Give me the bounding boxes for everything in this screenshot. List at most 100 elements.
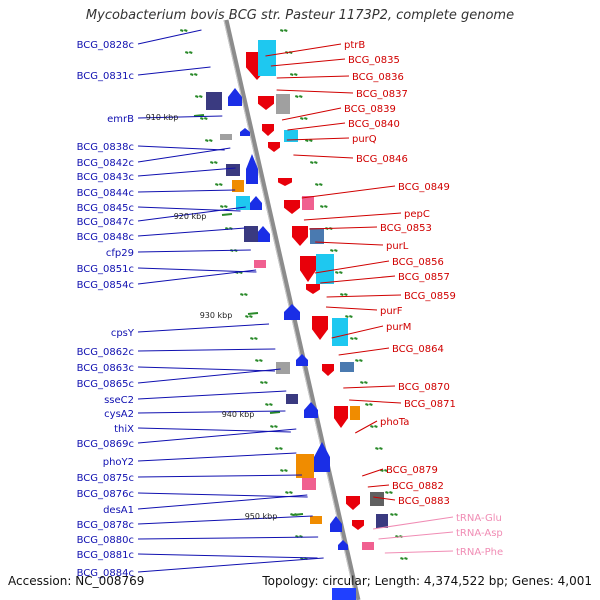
right-leader-line	[373, 516, 454, 530]
left-gene-label[interactable]: BCG_0848c	[77, 232, 134, 243]
right-gene-label[interactable]: tRNA-Glu	[456, 513, 502, 524]
left-gene-label[interactable]: sseC2	[104, 395, 134, 406]
left-gene-label[interactable]: BCG_0828c	[77, 40, 134, 51]
tick-mark	[189, 73, 194, 76]
left-gene-label[interactable]: desA1	[103, 505, 134, 516]
right-gene-label[interactable]: pepC	[404, 209, 430, 220]
left-gene-label[interactable]: emrB	[107, 114, 134, 125]
gene-arrow-reverse	[246, 154, 258, 184]
tick-mark	[270, 425, 274, 428]
right-gene-label[interactable]: tRNA-Phe	[456, 547, 503, 558]
tick-mark	[379, 447, 383, 450]
tick-mark	[274, 425, 278, 428]
right-leader-line	[315, 241, 384, 246]
left-gene-label[interactable]: BCG_0884c	[77, 568, 134, 579]
tick-mark	[384, 469, 388, 472]
gene-block-grey	[220, 134, 232, 140]
right-gene-label[interactable]: BCG_0840	[348, 119, 400, 130]
left-gene-label[interactable]: cysA2	[104, 409, 134, 420]
left-gene-label[interactable]: BCG_0863c	[77, 363, 134, 374]
gene-block-cyan	[258, 40, 276, 76]
left-gene-label[interactable]: BCG_0876c	[77, 489, 134, 500]
left-gene-label[interactable]: BCG_0845c	[77, 203, 134, 214]
left-gene-label[interactable]: BCG_0881c	[77, 550, 134, 561]
right-gene-label[interactable]: purQ	[352, 134, 377, 145]
right-gene-label[interactable]: BCG_0857	[398, 272, 450, 283]
tick-mark	[204, 139, 209, 142]
left-gene-label[interactable]: BCG_0880c	[77, 535, 134, 546]
right-gene-label[interactable]: tRNA-Asp	[456, 528, 503, 539]
left-leader-line	[137, 348, 276, 352]
left-gene-label[interactable]: BCG_0878c	[77, 520, 134, 531]
left-gene-label[interactable]: BCG_0875c	[77, 473, 134, 484]
right-leader-line	[270, 58, 346, 67]
tick-mark	[240, 293, 244, 296]
tick-mark	[289, 491, 293, 494]
left-gene-label[interactable]: BCG_0865c	[77, 379, 134, 390]
right-gene-label[interactable]: BCG_0879	[386, 465, 438, 476]
gene-arrow-reverse	[338, 540, 348, 550]
tick-mark	[255, 359, 259, 362]
tick-mark	[389, 491, 393, 494]
right-leader-line	[326, 294, 402, 298]
left-leader-line	[137, 410, 286, 414]
tick-mark	[315, 183, 319, 186]
left-gene-label[interactable]: BCG_0844c	[77, 188, 134, 199]
right-gene-label[interactable]: BCG_0853	[380, 223, 432, 234]
right-gene-label[interactable]: BCG_0835	[348, 55, 400, 66]
tick-mark	[304, 139, 309, 142]
left-gene-label[interactable]: BCG_0842c	[77, 158, 134, 169]
right-gene-label[interactable]: purF	[380, 306, 403, 317]
gene-arrow-reverse	[256, 226, 270, 242]
tick-mark	[183, 29, 188, 32]
right-leader-line	[338, 347, 390, 356]
tick-mark	[365, 403, 369, 406]
tick-mark	[369, 403, 373, 406]
left-gene-label[interactable]: BCG_0838c	[77, 142, 134, 153]
right-leader-line	[265, 43, 342, 57]
tick-mark	[285, 491, 289, 494]
tick-mark	[303, 117, 308, 120]
tick-mark	[350, 337, 354, 340]
right-gene-label[interactable]: purL	[386, 241, 409, 252]
right-gene-label[interactable]: BCG_0849	[398, 182, 450, 193]
tick-mark	[260, 381, 264, 384]
right-gene-label[interactable]: BCG_0883	[398, 496, 450, 507]
right-gene-label[interactable]: phoTa	[380, 417, 409, 428]
left-gene-label[interactable]: BCG_0843c	[77, 172, 134, 183]
right-gene-label[interactable]: BCG_0870	[398, 382, 450, 393]
left-gene-label[interactable]: thiX	[114, 424, 134, 435]
right-gene-label[interactable]: BCG_0871	[404, 399, 456, 410]
kbp-tick-label: 920 kbp	[174, 212, 207, 221]
gene-features	[206, 40, 388, 600]
right-leader-line	[281, 107, 342, 121]
right-gene-label[interactable]: purM	[386, 322, 411, 333]
left-gene-label[interactable]: BCG_0851c	[77, 264, 134, 275]
left-gene-label[interactable]: cpsY	[111, 328, 135, 339]
gene-block-grey	[276, 362, 290, 374]
right-gene-label[interactable]: BCG_0882	[392, 481, 444, 492]
left-gene-label[interactable]: BCG_0854c	[77, 280, 134, 291]
right-gene-label[interactable]: BCG_0859	[404, 291, 456, 302]
right-gene-label[interactable]: BCG_0837	[356, 89, 408, 100]
left-gene-label[interactable]: BCG_0869c	[77, 439, 134, 450]
right-leader-line	[343, 385, 396, 389]
right-gene-label[interactable]: BCG_0864	[392, 344, 444, 355]
right-gene-label[interactable]: ptrB	[344, 40, 365, 51]
gene-block-cyan	[284, 130, 298, 142]
right-gene-label[interactable]: BCG_0846	[356, 154, 408, 165]
right-gene-label[interactable]: BCG_0836	[352, 72, 404, 83]
gene-arrow-forward	[300, 256, 316, 282]
right-gene-label[interactable]: BCG_0856	[392, 257, 444, 268]
gene-block-pink	[362, 542, 374, 550]
left-gene-label[interactable]: BCG_0847c	[77, 217, 134, 228]
gene-block-navy	[244, 226, 258, 242]
gene-block-cyan	[236, 196, 250, 210]
left-gene-label[interactable]: BCG_0862c	[77, 347, 134, 358]
left-gene-label[interactable]: BCG_0831c	[77, 71, 134, 82]
right-gene-label[interactable]: BCG_0839	[344, 104, 396, 115]
left-gene-label[interactable]: phoY2	[103, 457, 134, 468]
tick-mark	[324, 205, 328, 208]
gene-arrow-forward	[352, 520, 364, 530]
left-gene-label[interactable]: cfp29	[106, 248, 134, 259]
